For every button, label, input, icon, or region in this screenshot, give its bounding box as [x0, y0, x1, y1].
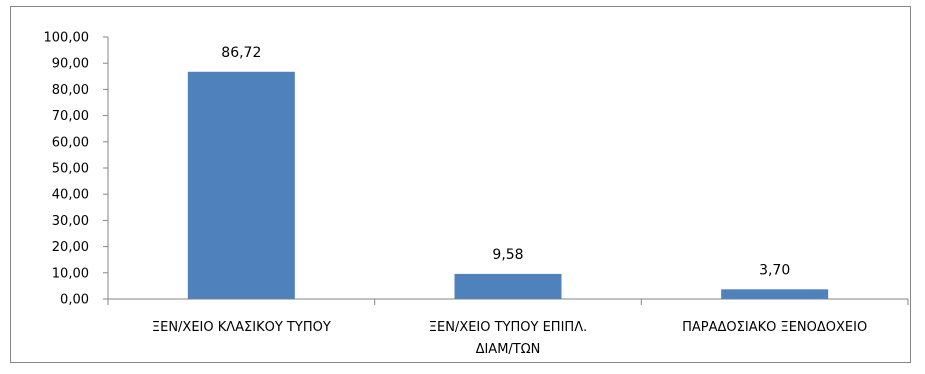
- bar: [187, 71, 295, 299]
- y-tick-label: 10,00: [52, 266, 89, 281]
- y-tick-label: 60,00: [52, 135, 89, 150]
- data-label: 86,72: [221, 45, 261, 61]
- y-tick-label: 0,00: [60, 293, 89, 308]
- y-tick-label: 50,00: [52, 162, 89, 177]
- category-label: ΞΕΝ/ΧΕΙΟ ΤΥΠΟΥ ΕΠΙΠΛ.: [429, 320, 587, 335]
- y-tick-label: 70,00: [52, 109, 89, 124]
- y-tick-label: 80,00: [52, 83, 89, 98]
- chart-frame: [10, 6, 911, 363]
- y-tick-label: 40,00: [52, 188, 89, 203]
- category-label: ΠΑΡΑΔΟΣΙΑΚΟ ΞΕΝΟΔΟΧΕΙΟ: [682, 320, 867, 335]
- data-label: 9,58: [492, 247, 523, 263]
- bar: [721, 289, 829, 299]
- y-tick-label: 100,00: [44, 31, 90, 46]
- bar: [454, 273, 562, 299]
- category-label: ΞΕΝ/ΧΕΙΟ ΚΛΑΣΙΚΟΥ ΤΥΠΟΥ: [152, 320, 331, 335]
- y-tick-label: 30,00: [52, 214, 89, 229]
- data-label: 3,70: [759, 262, 790, 278]
- y-tick-label: 20,00: [52, 240, 89, 255]
- category-label: ΔΙΑΜ/ΤΩΝ: [476, 342, 541, 357]
- y-tick-label: 90,00: [52, 57, 89, 72]
